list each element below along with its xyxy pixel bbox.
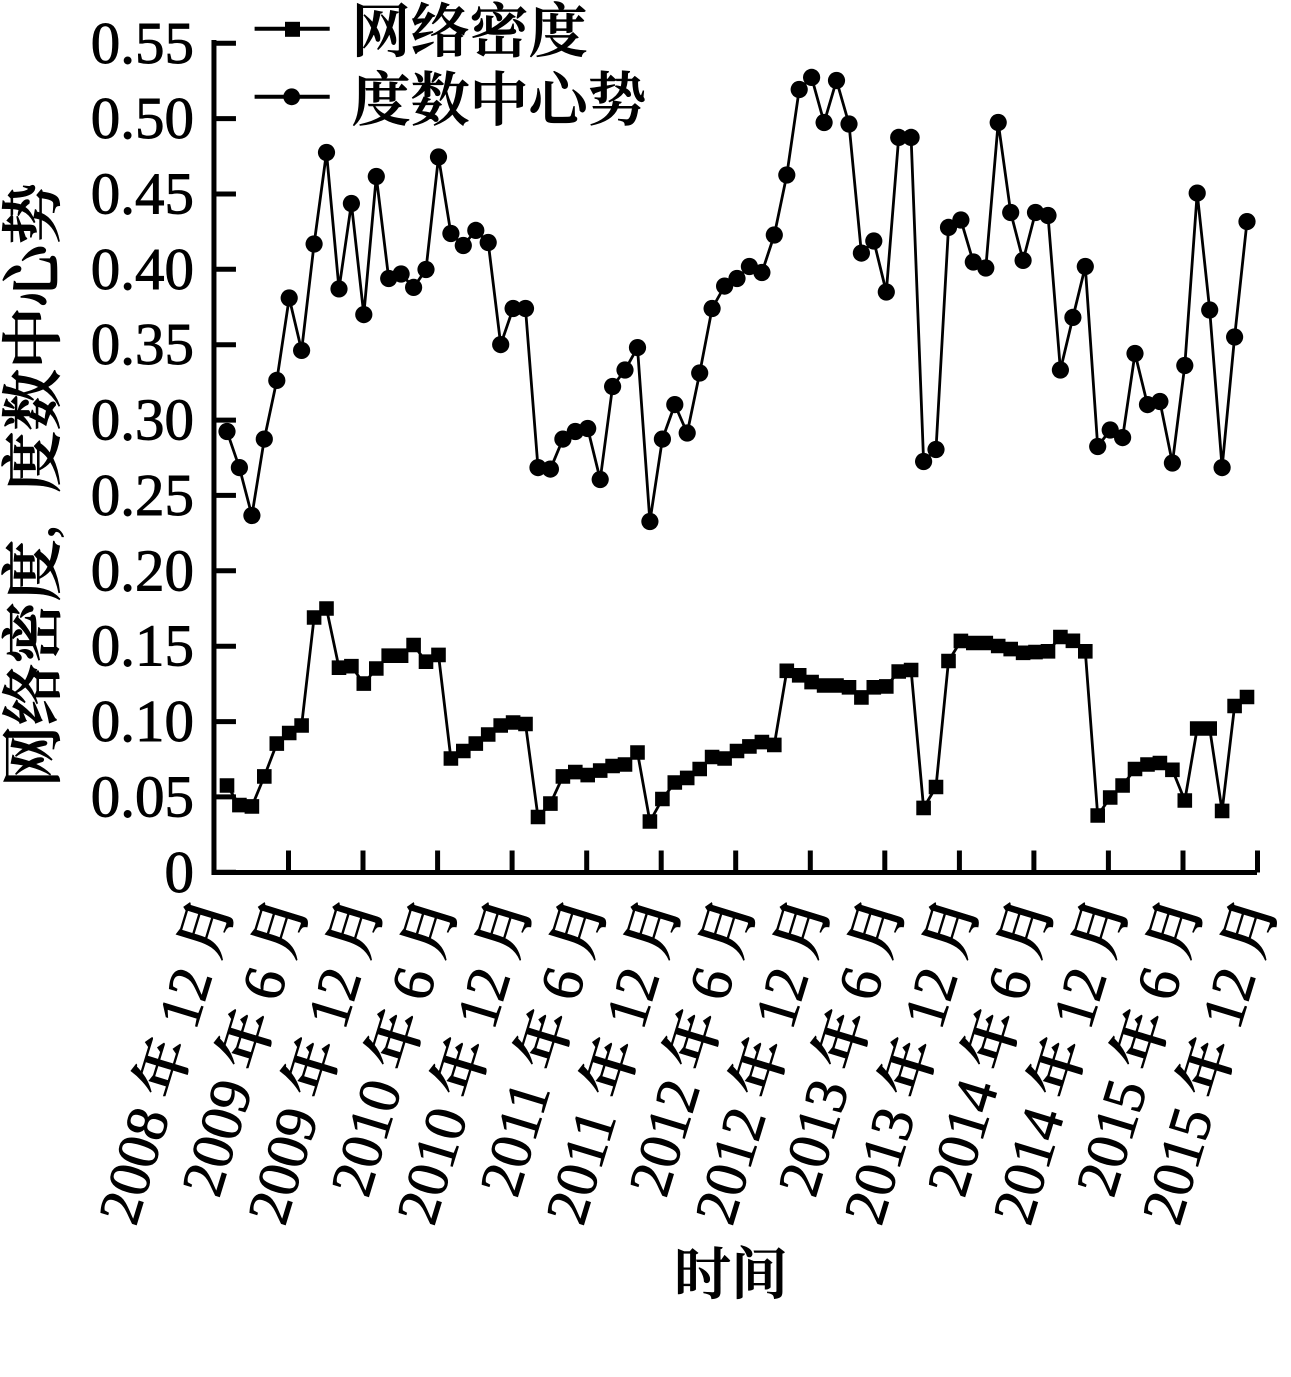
- svg-text:0.45: 0.45: [91, 161, 194, 227]
- svg-text:0.50: 0.50: [91, 85, 194, 151]
- svg-text:,: ,: [1, 524, 69, 540]
- svg-text:0.15: 0.15: [91, 613, 194, 679]
- svg-text:0.55: 0.55: [91, 10, 194, 76]
- svg-text:0.20: 0.20: [91, 537, 194, 603]
- svg-text:0.30: 0.30: [91, 387, 194, 453]
- svg-text:0.35: 0.35: [91, 311, 194, 377]
- svg-text:0.10: 0.10: [91, 688, 194, 754]
- svg-text:0: 0: [165, 839, 195, 905]
- svg-text:0.05: 0.05: [91, 764, 194, 830]
- svg-text:0.40: 0.40: [91, 236, 194, 302]
- svg-text:0.25: 0.25: [91, 462, 194, 528]
- svg-text:2013: 2013: [765, 1072, 861, 1203]
